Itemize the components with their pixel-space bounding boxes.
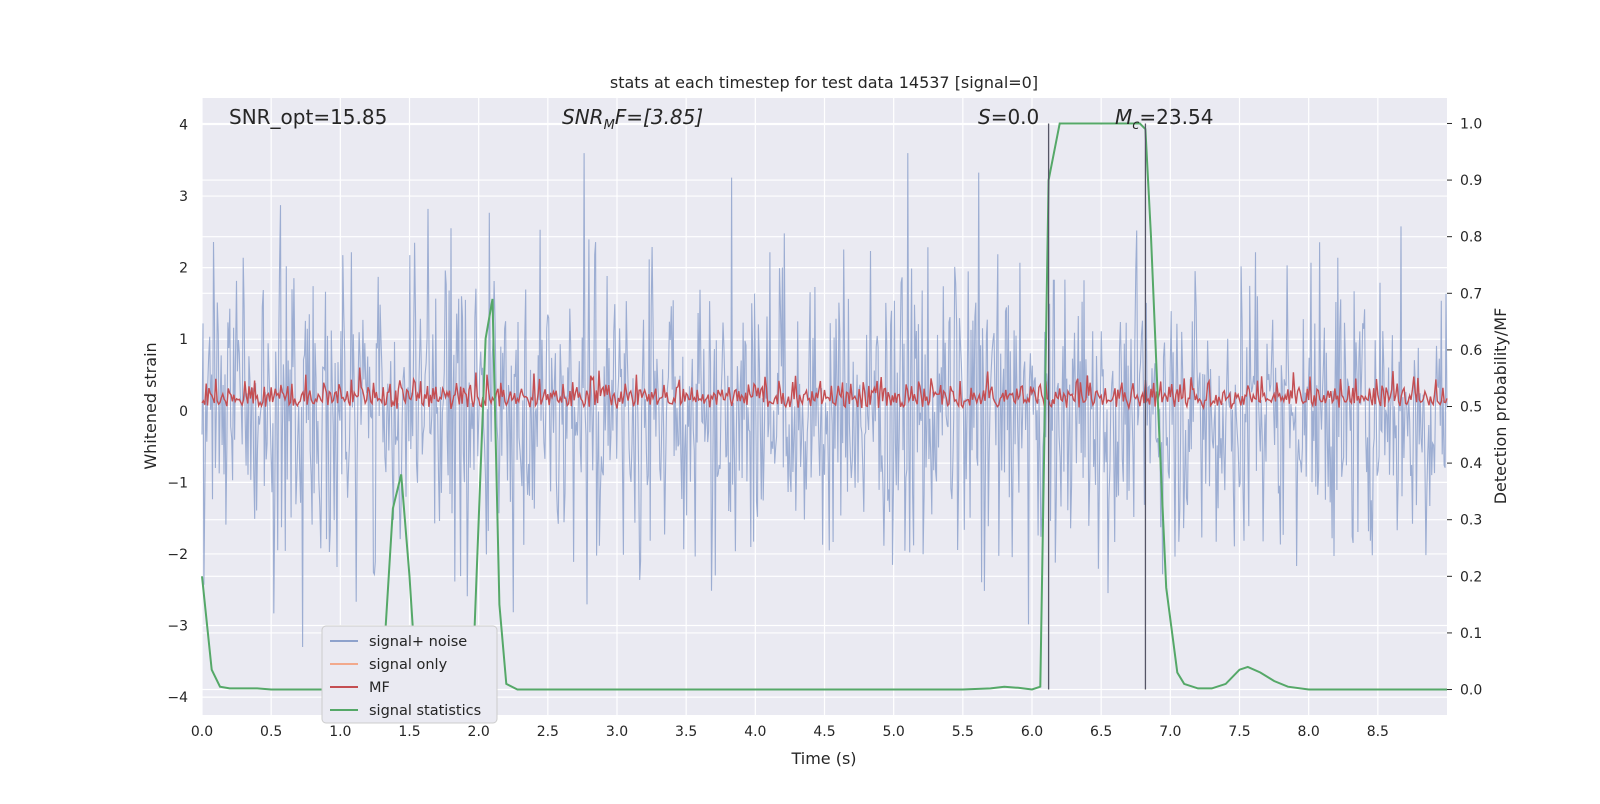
series-line-signal-noise: [201, 153, 1448, 648]
x-tick-label: 6.5: [1090, 724, 1112, 740]
y2-tick-label: 1.0: [1460, 116, 1482, 132]
x-tick-label: 2.0: [468, 724, 490, 740]
s-annotation: S=0.0: [978, 105, 1039, 129]
x-tick-label: 7.0: [1159, 724, 1181, 740]
grid: [201, 98, 1447, 715]
y2-tick-label: 0.0: [1460, 683, 1482, 699]
y2-tick-label: 0.7: [1460, 286, 1482, 302]
s-base: S: [978, 105, 991, 129]
y-tick-label: 0: [179, 404, 188, 420]
x-tick-label: 7.5: [1228, 724, 1250, 740]
y-tick-label: 2: [179, 261, 188, 277]
y2-tick-label: 0.8: [1460, 230, 1482, 246]
legend-label-signal-statistics: signal statistics: [369, 703, 481, 719]
tick-labels: 0.0 0.5 1.0 1.5 2.0 2.5 3.0 3.5 4.0 4.5 5.0 5.5 6.0 6…: [167, 116, 1482, 740]
legend-box: [321, 625, 498, 724]
x-tick-label: 5.5: [952, 724, 974, 740]
snr-opt-annotation: SNR_opt=15.85: [229, 105, 387, 129]
x-tick-label: 2.5: [537, 724, 559, 740]
y-tick-label: 4: [179, 117, 188, 133]
x-tick-label: 4.0: [744, 724, 766, 740]
snr-mf-subscript: M: [604, 118, 615, 133]
mc-annotation: Mc=23.54: [1115, 105, 1213, 133]
x-tick-label: 1.0: [329, 724, 351, 740]
y-tick-label: −4: [167, 690, 188, 706]
legend: signal+ noise signal only MF signal stat…: [321, 625, 498, 724]
mc-value: =23.54: [1139, 105, 1213, 129]
y2-tick-label: 0.3: [1460, 513, 1482, 529]
series-mf: [201, 367, 1448, 411]
y2-tick-label: 0.1: [1460, 626, 1482, 642]
x-tick-label: 8.0: [1298, 724, 1320, 740]
snr-mf-annotation: SNRMF=[3.85]: [562, 105, 703, 133]
x-tick-label: 0.5: [260, 724, 282, 740]
legend-label-mf: MF: [369, 680, 390, 696]
x-tick-label: 1.5: [398, 724, 420, 740]
x-tick-label: 5.0: [883, 724, 905, 740]
vertical-markers: [1047, 123, 1147, 690]
x-axis-label: Time (s): [790, 749, 856, 768]
mc-base: M: [1115, 105, 1132, 129]
series-signal-noise: [201, 153, 1448, 648]
y-axis-label: Whitened strain: [141, 342, 160, 469]
x-tick-label: 8.5: [1367, 724, 1389, 740]
y2-tick-label: 0.9: [1460, 173, 1482, 189]
y2-tick-label: 0.4: [1460, 456, 1482, 472]
s-value: =0.0: [991, 105, 1040, 129]
y2-tick-label: 0.5: [1460, 400, 1482, 416]
y-tick-label: 3: [179, 189, 188, 205]
chart-title: stats at each timestep for test data 145…: [610, 73, 1038, 92]
y-tick-label: −1: [167, 475, 188, 491]
snr-mf-base: SNR: [562, 105, 604, 129]
x-tick-label: 3.0: [606, 724, 628, 740]
y-tick-label: 1: [179, 332, 188, 348]
legend-label-signal-only: signal only: [369, 657, 448, 673]
y2-axis-label: Detection probability/MF: [1491, 308, 1510, 505]
y2-tick-label: 0.6: [1460, 343, 1482, 359]
y2-tick-label: 0.2: [1460, 569, 1482, 585]
x-tick-label: 6.0: [1021, 724, 1043, 740]
series-line-mf: [201, 367, 1448, 411]
x-tick-label: 3.5: [675, 724, 697, 740]
snr-mf-value: F=[3.85]: [615, 105, 703, 129]
x-tick-label: 0.0: [191, 724, 213, 740]
y-tick-label: −2: [167, 547, 188, 563]
mc-subscript: c: [1132, 118, 1139, 133]
x-tick-label: 4.5: [813, 724, 835, 740]
y-tick-label: −3: [167, 619, 188, 635]
legend-label-signal-noise: signal+ noise: [369, 634, 467, 650]
